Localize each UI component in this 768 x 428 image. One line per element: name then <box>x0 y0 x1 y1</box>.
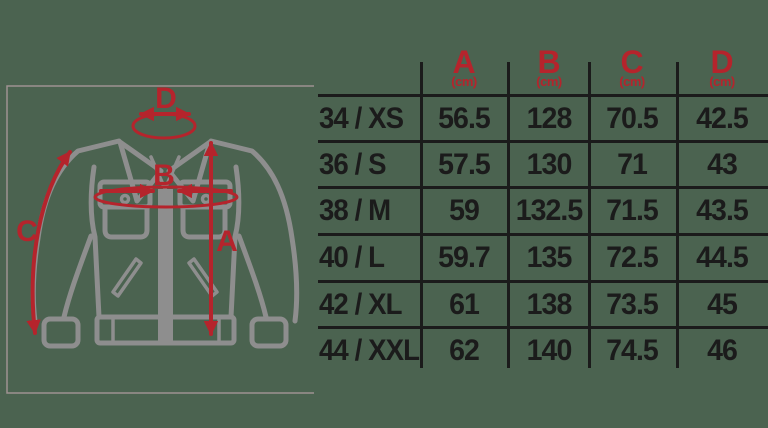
value-cell: 71 <box>617 148 648 181</box>
left-pocket-button <box>119 193 131 205</box>
table-grid-line <box>318 326 768 329</box>
table-grid-line <box>318 186 768 189</box>
column-header-b: B <box>537 44 561 80</box>
table-grid-line <box>318 280 768 283</box>
measure-d-label: D <box>155 82 177 115</box>
size-cell: 44 / XXL <box>319 334 420 367</box>
value-cell: 43.5 <box>696 194 749 227</box>
value-cell: 57.5 <box>438 148 491 181</box>
value-cell: 130 <box>526 148 573 181</box>
table-grid-line <box>318 233 768 236</box>
column-header-a: A <box>452 44 476 80</box>
value-cell: 62 <box>449 334 480 367</box>
size-cell: 40 / L <box>319 241 385 274</box>
measure-c-arrow <box>26 150 72 335</box>
left-cuff <box>41 316 81 349</box>
table-grid-line <box>420 62 423 368</box>
value-cell: 71.5 <box>606 194 659 227</box>
size-cell: 38 / M <box>319 194 391 227</box>
left-chest-pocket <box>102 204 150 240</box>
size-cell: 34 / XS <box>319 102 404 135</box>
value-cell: 45 <box>707 288 738 321</box>
collar-width-ellipse <box>131 112 197 140</box>
right-pocket-button <box>200 193 212 205</box>
measure-a-label: A <box>216 225 238 258</box>
table-grid-line <box>588 62 591 368</box>
value-cell: 135 <box>526 241 573 274</box>
column-unit-d: (cm) <box>709 74 735 89</box>
value-cell: 43 <box>707 148 738 181</box>
size-cell: 42 / XL <box>319 288 402 321</box>
waistband <box>94 314 237 346</box>
value-cell: 140 <box>526 334 573 367</box>
table-grid-line <box>676 62 679 368</box>
value-cell: 46 <box>707 334 738 367</box>
value-cell: 132.5 <box>515 194 584 227</box>
measure-b-label: B <box>153 159 175 192</box>
column-unit-c: (cm) <box>619 74 645 89</box>
value-cell: 59.7 <box>438 241 491 274</box>
value-cell: 128 <box>526 102 573 135</box>
column-header-c: C <box>620 44 644 80</box>
value-cell: 138 <box>526 288 573 321</box>
button-placket <box>158 189 173 342</box>
right-cuff <box>249 316 289 349</box>
chest-width-ellipse <box>93 185 239 209</box>
table-grid-line <box>318 140 768 143</box>
column-unit-b: (cm) <box>536 74 562 89</box>
column-header-d: D <box>710 44 734 80</box>
table-grid-line <box>507 62 510 368</box>
value-cell: 56.5 <box>438 102 491 135</box>
value-cell: 44.5 <box>696 241 749 274</box>
value-cell: 59 <box>449 194 480 227</box>
value-cell: 72.5 <box>606 241 659 274</box>
value-cell: 73.5 <box>606 288 659 321</box>
left-welt-pocket <box>111 257 143 298</box>
size-cell: 36 / S <box>319 148 387 181</box>
measurement-annotations: D B A C <box>16 82 239 336</box>
value-cell: 70.5 <box>606 102 659 135</box>
table-grid-line <box>318 94 768 97</box>
measure-c-label: C <box>16 215 38 248</box>
column-unit-a: (cm) <box>451 74 477 89</box>
value-cell: 42.5 <box>696 102 749 135</box>
value-cell: 74.5 <box>606 334 659 367</box>
value-cell: 61 <box>449 288 480 321</box>
diagram-frame <box>6 85 314 394</box>
